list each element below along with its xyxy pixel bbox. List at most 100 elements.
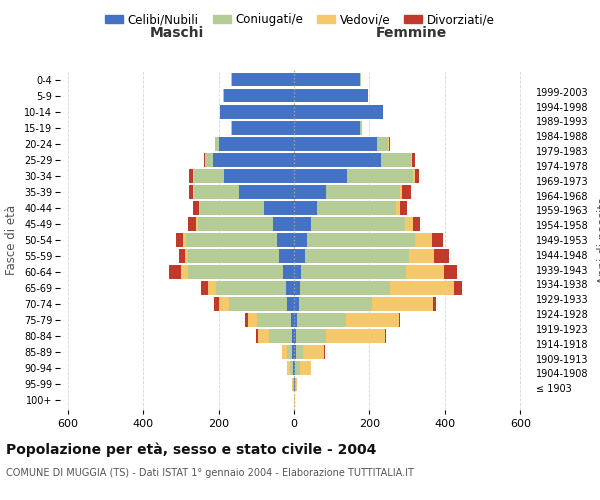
Bar xyxy=(239,185,294,198)
Bar xyxy=(294,89,368,102)
Bar xyxy=(294,185,401,198)
Bar xyxy=(294,362,311,375)
Bar xyxy=(279,249,294,263)
Bar xyxy=(294,314,346,327)
Bar xyxy=(232,73,294,86)
Bar xyxy=(248,314,294,327)
Bar xyxy=(294,169,347,182)
Bar xyxy=(256,330,294,343)
Bar xyxy=(269,330,294,343)
Bar xyxy=(196,217,294,231)
Bar xyxy=(294,282,462,295)
Bar xyxy=(294,153,411,166)
Bar xyxy=(294,121,362,134)
Bar xyxy=(264,201,294,214)
Bar xyxy=(205,153,294,166)
Bar xyxy=(185,249,294,263)
Bar xyxy=(205,153,294,166)
Bar xyxy=(215,137,294,150)
Bar xyxy=(220,105,294,118)
Bar xyxy=(294,346,296,359)
Bar xyxy=(223,89,294,102)
Bar xyxy=(294,378,298,391)
Bar xyxy=(294,378,295,391)
Bar xyxy=(293,362,294,375)
Bar xyxy=(201,282,294,295)
Bar xyxy=(292,378,294,391)
Bar xyxy=(294,346,324,359)
Bar xyxy=(286,282,294,295)
Bar xyxy=(294,217,406,231)
Bar xyxy=(294,121,360,134)
Y-axis label: Fasce di età: Fasce di età xyxy=(5,205,19,275)
Bar xyxy=(224,89,294,102)
Bar xyxy=(257,314,294,327)
Bar xyxy=(193,185,294,198)
Bar xyxy=(294,282,454,295)
Bar xyxy=(294,330,386,343)
Bar xyxy=(294,137,390,150)
Bar xyxy=(294,105,383,118)
Bar xyxy=(294,169,419,182)
Bar xyxy=(294,89,368,102)
Bar xyxy=(232,73,294,86)
Bar xyxy=(188,217,294,231)
Bar xyxy=(294,314,398,327)
Bar xyxy=(294,362,295,375)
Bar xyxy=(190,169,294,182)
Bar xyxy=(283,266,294,279)
Text: Femmine: Femmine xyxy=(376,26,446,40)
Bar xyxy=(291,314,294,327)
Bar xyxy=(181,266,294,279)
Bar xyxy=(294,169,413,182)
Bar xyxy=(258,330,294,343)
Bar xyxy=(283,346,294,359)
Bar xyxy=(208,282,294,295)
Bar xyxy=(220,105,294,118)
Bar xyxy=(219,298,294,311)
Bar xyxy=(176,233,294,247)
Bar xyxy=(215,137,294,150)
Bar xyxy=(294,185,411,198)
Bar xyxy=(223,89,294,102)
Bar xyxy=(294,89,368,102)
Bar xyxy=(290,362,294,375)
Bar xyxy=(294,362,299,375)
Bar xyxy=(245,314,294,327)
Bar xyxy=(198,217,294,231)
Bar xyxy=(220,105,294,118)
Bar xyxy=(287,298,294,311)
Bar xyxy=(184,233,294,247)
Bar xyxy=(294,314,400,327)
Bar xyxy=(294,233,415,247)
Bar xyxy=(179,249,294,263)
Bar xyxy=(294,201,317,214)
Bar xyxy=(294,137,388,150)
Bar xyxy=(294,394,295,407)
Bar xyxy=(229,298,294,311)
Bar xyxy=(294,266,444,279)
Bar xyxy=(287,346,294,359)
Bar xyxy=(169,266,294,279)
Bar xyxy=(287,362,294,375)
Bar xyxy=(232,121,294,134)
Bar xyxy=(194,185,294,198)
Bar xyxy=(277,233,294,247)
Bar xyxy=(188,266,294,279)
Bar xyxy=(294,105,383,118)
Bar xyxy=(293,378,294,391)
Bar xyxy=(294,298,436,311)
Bar xyxy=(188,249,294,263)
Bar xyxy=(223,89,294,102)
Bar xyxy=(294,73,361,86)
Bar xyxy=(200,201,294,214)
Bar xyxy=(294,217,311,231)
Bar xyxy=(294,73,361,86)
Text: COMUNE DI MUGGIA (TS) - Dati ISTAT 1° gennaio 2004 - Elaborazione TUTTITALIA.IT: COMUNE DI MUGGIA (TS) - Dati ISTAT 1° ge… xyxy=(6,468,414,477)
Bar xyxy=(294,89,368,102)
Bar xyxy=(294,233,432,247)
Bar xyxy=(214,298,294,311)
Bar xyxy=(294,330,296,343)
Bar xyxy=(294,137,389,150)
Bar xyxy=(232,73,294,86)
